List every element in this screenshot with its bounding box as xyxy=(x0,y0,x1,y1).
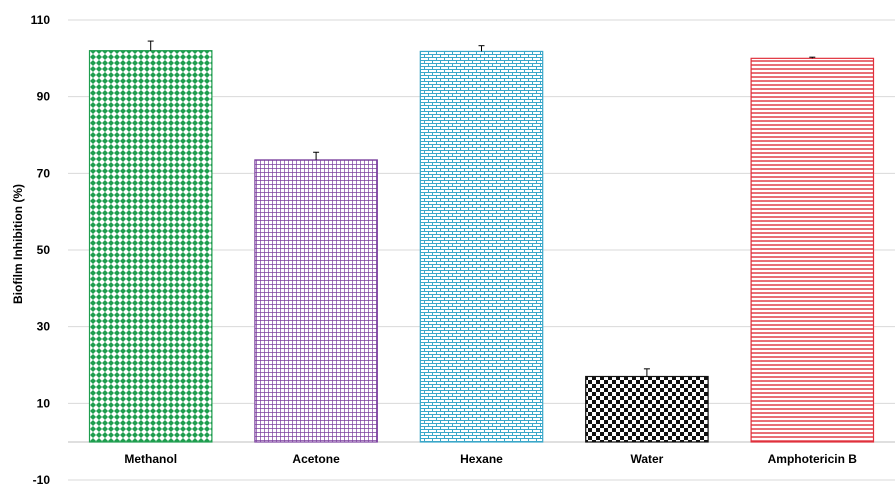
bar-amphotericin-b xyxy=(750,57,875,443)
y-tick-label: 70 xyxy=(37,166,51,180)
x-category-label: Acetone xyxy=(292,452,340,466)
bars xyxy=(88,50,875,443)
x-category-label: Water xyxy=(630,452,663,466)
bar-water xyxy=(585,375,709,443)
y-axis-title: Biofilm Inhibition (%) xyxy=(11,184,25,304)
y-axis-ticks: -10 10 30 50 70 90 110 xyxy=(31,13,51,487)
bar-methanol xyxy=(88,50,213,443)
x-axis-categories: Methanol Acetone Hexane Water Amphotericin B xyxy=(124,452,857,466)
y-tick-label: 90 xyxy=(37,90,51,104)
x-category-label: Amphotericin B xyxy=(768,452,858,466)
error-bars xyxy=(147,40,816,377)
y-tick-label: 10 xyxy=(37,396,51,410)
x-category-label: Hexane xyxy=(460,452,503,466)
bar-hexane xyxy=(419,50,544,443)
x-category-label: Methanol xyxy=(124,452,177,466)
y-tick-label: 30 xyxy=(37,320,51,334)
y-tick-label: 50 xyxy=(37,243,51,257)
y-tick-label: -10 xyxy=(33,473,51,487)
y-tick-label: 110 xyxy=(31,13,51,27)
bar-acetone xyxy=(254,159,378,443)
